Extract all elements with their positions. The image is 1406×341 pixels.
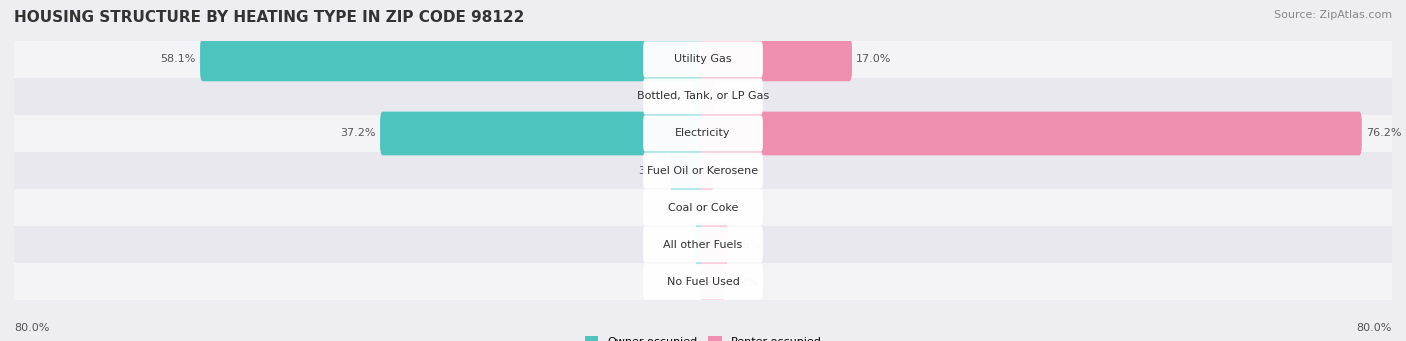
Text: 76.2%: 76.2% — [1367, 129, 1402, 138]
Text: 3.5%: 3.5% — [638, 165, 666, 176]
Text: 0.61%: 0.61% — [655, 239, 690, 250]
FancyBboxPatch shape — [700, 112, 1362, 155]
Text: 0.0%: 0.0% — [668, 277, 696, 286]
Text: 1.1%: 1.1% — [720, 91, 748, 102]
FancyBboxPatch shape — [643, 226, 763, 263]
FancyBboxPatch shape — [643, 115, 763, 152]
Text: 2.2%: 2.2% — [728, 277, 758, 286]
FancyBboxPatch shape — [695, 223, 706, 266]
Text: 0.57%: 0.57% — [655, 91, 692, 102]
FancyBboxPatch shape — [14, 152, 1392, 189]
Text: 17.0%: 17.0% — [856, 55, 891, 64]
Text: All other Fuels: All other Fuels — [664, 239, 742, 250]
FancyBboxPatch shape — [671, 149, 706, 192]
FancyBboxPatch shape — [696, 75, 706, 118]
Text: 0.89%: 0.89% — [717, 165, 754, 176]
Text: 2.6%: 2.6% — [733, 239, 761, 250]
FancyBboxPatch shape — [643, 41, 763, 77]
Text: Source: ZipAtlas.com: Source: ZipAtlas.com — [1274, 10, 1392, 20]
FancyBboxPatch shape — [700, 75, 716, 118]
Text: Fuel Oil or Kerosene: Fuel Oil or Kerosene — [647, 165, 759, 176]
Text: 37.2%: 37.2% — [340, 129, 375, 138]
FancyBboxPatch shape — [643, 152, 763, 189]
Text: 80.0%: 80.0% — [14, 323, 49, 333]
FancyBboxPatch shape — [200, 38, 706, 81]
FancyBboxPatch shape — [643, 264, 763, 300]
FancyBboxPatch shape — [14, 41, 1392, 78]
FancyBboxPatch shape — [700, 149, 713, 192]
Text: Electricity: Electricity — [675, 129, 731, 138]
Text: Bottled, Tank, or LP Gas: Bottled, Tank, or LP Gas — [637, 91, 769, 102]
Text: 80.0%: 80.0% — [1357, 323, 1392, 333]
Text: 0.0%: 0.0% — [710, 203, 738, 212]
Legend: Owner-occupied, Renter-occupied: Owner-occupied, Renter-occupied — [581, 332, 825, 341]
Text: Coal or Coke: Coal or Coke — [668, 203, 738, 212]
Text: HOUSING STRUCTURE BY HEATING TYPE IN ZIP CODE 98122: HOUSING STRUCTURE BY HEATING TYPE IN ZIP… — [14, 10, 524, 25]
FancyBboxPatch shape — [700, 260, 724, 303]
Text: 58.1%: 58.1% — [160, 55, 195, 64]
FancyBboxPatch shape — [14, 78, 1392, 115]
Text: 0.0%: 0.0% — [668, 203, 696, 212]
FancyBboxPatch shape — [14, 226, 1392, 263]
FancyBboxPatch shape — [14, 115, 1392, 152]
FancyBboxPatch shape — [14, 263, 1392, 300]
FancyBboxPatch shape — [380, 112, 706, 155]
FancyBboxPatch shape — [643, 78, 763, 115]
Text: No Fuel Used: No Fuel Used — [666, 277, 740, 286]
Text: Utility Gas: Utility Gas — [675, 55, 731, 64]
FancyBboxPatch shape — [643, 189, 763, 226]
FancyBboxPatch shape — [700, 38, 852, 81]
FancyBboxPatch shape — [700, 223, 728, 266]
FancyBboxPatch shape — [14, 189, 1392, 226]
